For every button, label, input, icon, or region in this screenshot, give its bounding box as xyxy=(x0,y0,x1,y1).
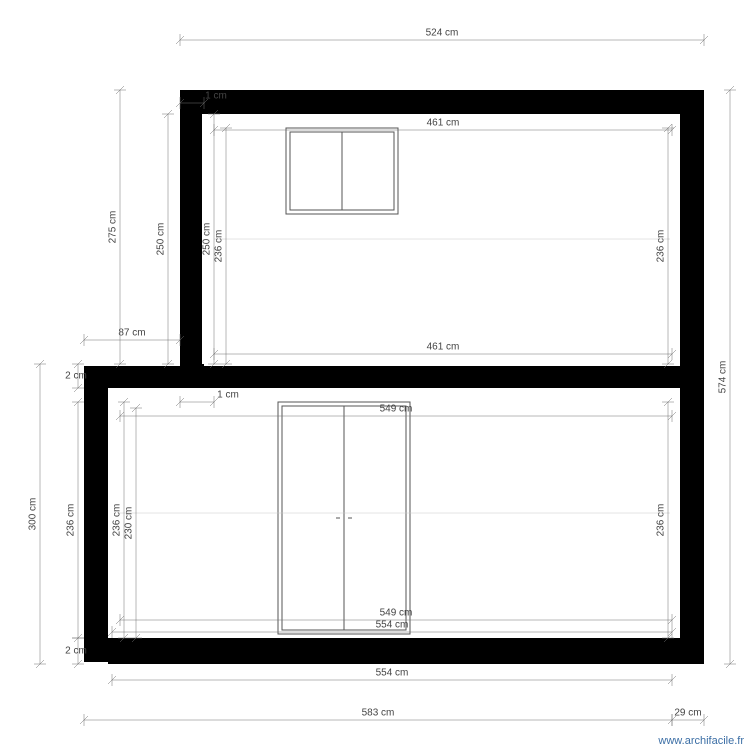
top-1-label: 1 cm xyxy=(205,91,227,102)
sliding-door xyxy=(278,402,410,634)
window xyxy=(286,128,398,214)
wall-notch xyxy=(84,662,108,664)
sheet-554-label: 554 cm xyxy=(376,668,409,679)
top-524-label: 524 cm xyxy=(426,28,459,39)
left-236-upper-in-label: 236 cm xyxy=(214,230,225,263)
right-574-label: 574 cm xyxy=(718,361,729,394)
mid-left-87: 87 cm xyxy=(80,328,184,346)
upper-inner-461a-label: 461 cm xyxy=(427,118,460,129)
attribution-link[interactable]: www.archifacile.fr xyxy=(657,735,744,747)
left-275: 275 cm xyxy=(108,86,126,368)
sheet-583-label: 583 cm xyxy=(362,708,395,719)
wall-notch xyxy=(84,364,180,366)
sheet-583: 583 cm xyxy=(80,708,676,726)
left-300: 300 cm xyxy=(28,360,46,668)
mid-left-87-label: 87 cm xyxy=(118,328,145,339)
right-236-lower-label: 236 cm xyxy=(656,504,667,537)
left-2cm-top: 2 cm xyxy=(65,360,87,392)
lower-inner-554-in-label: 554 cm xyxy=(376,620,409,631)
left-230-lower-in-label: 230 cm xyxy=(124,507,135,540)
left-2cm-top-label: 2 cm xyxy=(65,371,87,382)
left-250-inner-label: 250 cm xyxy=(202,223,213,256)
left-275-label: 275 cm xyxy=(108,211,119,244)
left-300-label: 300 cm xyxy=(28,498,39,531)
mid-1cm-lower-label: 1 cm xyxy=(217,390,239,401)
upper-inner-461b-label: 461 cm xyxy=(427,342,460,353)
right-574: 574 cm xyxy=(718,86,736,668)
right-236-upper-label: 236 cm xyxy=(656,230,667,263)
lower-inner-549a-label: 549 cm xyxy=(380,404,413,415)
sheet-29-label: 29 cm xyxy=(674,708,701,719)
left-250-outer: 250 cm xyxy=(156,110,174,368)
wall-notch xyxy=(204,364,680,366)
left-250-outer-label: 250 cm xyxy=(156,223,167,256)
top-524: 524 cm xyxy=(176,28,708,46)
left-236-lower-outer-label: 236 cm xyxy=(66,504,77,537)
left-236-lower-outer: 236 cm xyxy=(66,398,84,642)
lower-inner-549b-label: 549 cm xyxy=(380,608,413,619)
left-2cm-bot-label: 2 cm xyxy=(65,646,87,657)
sheet-29: 29 cm xyxy=(668,708,708,726)
left-236-lower-in-a-label: 236 cm xyxy=(112,504,123,537)
sheet-554: 554 cm xyxy=(108,668,676,686)
left-2cm-bot: 2 cm xyxy=(65,634,87,668)
